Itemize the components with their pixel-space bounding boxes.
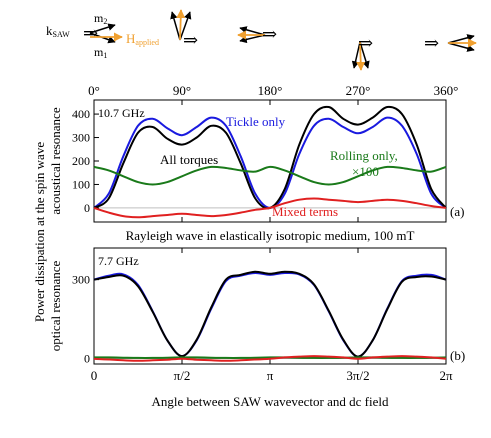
panel-a-series — [93, 105, 447, 219]
k-arrow-icon: ⇒ — [262, 24, 277, 44]
top-tick-label: 360° — [434, 83, 459, 98]
top-tick-label: 270° — [346, 83, 371, 98]
panel-a-axes: 0 100 200 300 400 0° 90° 180° 270° 360° — [72, 83, 458, 222]
series-tickle-only — [93, 271, 447, 358]
y-axis-title-line1: Power dissipation at the spin wave — [32, 142, 47, 322]
config-270-icon: ⇒ — [351, 33, 373, 71]
panel-a-subtitle: Rayleigh wave in elastically isotropic m… — [126, 228, 415, 243]
y-tick-label: 0 — [84, 201, 90, 215]
y-tick-label: 300 — [72, 273, 90, 287]
series-rolling-only — [93, 165, 447, 186]
annotation-all: All torques — [160, 152, 218, 167]
panel-b-axes: 0 300 0 π/2 π 3π/2 2π — [72, 248, 453, 383]
m1-arrow-icon — [447, 42, 475, 52]
top-tick-label: 0° — [88, 83, 100, 98]
series-mixed-terms — [93, 355, 447, 362]
config-180-icon: ⇒ — [237, 24, 277, 44]
annotation-mixed: Mixed terms — [272, 204, 338, 219]
x-tick-label: π/2 — [174, 368, 191, 383]
panel-b-label: (b) — [450, 348, 465, 363]
panel-b-frame — [93, 247, 447, 365]
field-arrow-icon — [176, 9, 186, 41]
x-axis-title: Angle between SAW wavevector and dc fiel… — [152, 394, 389, 409]
panel-a-frequency: 10.7 GHz — [98, 106, 145, 120]
m1-arrow-icon — [239, 34, 266, 44]
icon-strip: kSAW ⇒ m2 m1 Happlied ⇒ ⇒ ⇒ — [46, 9, 477, 71]
x-tick-label: 3π/2 — [346, 368, 369, 383]
m1-arrow-icon — [179, 11, 192, 41]
k-arrow-icon: ⇒ — [183, 30, 198, 50]
panel-b-frequency: 7.7 GHz — [98, 254, 139, 268]
panel-b-series — [93, 270, 447, 362]
config-360-icon: ⇒ — [424, 33, 477, 53]
panel-a-label: (a) — [450, 204, 464, 219]
y-tick-label: 300 — [72, 131, 90, 145]
y-axis-title-a: acoustical resonance — [48, 107, 63, 214]
top-tick-label: 180° — [258, 83, 283, 98]
h-label: Happlied — [126, 31, 159, 47]
m2-arrow-icon — [239, 26, 266, 36]
top-tick-label: 90° — [173, 83, 191, 98]
annotation-rolling-2: ×100 — [352, 164, 379, 179]
x-tick-label: π — [267, 368, 274, 383]
annotation-tickle: Tickle only — [226, 114, 286, 129]
m2-arrow-icon — [447, 34, 475, 44]
m2-arrow-icon — [170, 11, 181, 41]
labeled-config-icon: kSAW ⇒ m2 m1 Happlied — [46, 11, 159, 60]
m2-label: m2 — [94, 11, 107, 26]
k-arrow-icon: ⇒ — [358, 33, 373, 53]
x-tick-label: 0 — [91, 368, 98, 383]
y-tick-label: 100 — [72, 177, 90, 191]
config-90-icon: ⇒ — [170, 9, 198, 50]
k-label: kSAW — [46, 23, 70, 39]
m1-arrow-icon — [359, 41, 370, 69]
m2-arrow-icon — [89, 23, 116, 34]
m2-arrow-icon — [351, 41, 361, 69]
series-all-torques — [93, 270, 447, 358]
field-arrow-icon — [356, 41, 366, 71]
y-tick-label: 200 — [72, 154, 90, 168]
series-rolling-only — [94, 356, 447, 359]
panel-b: 0 300 0 π/2 π 3π/2 2π 7.7 GHz (b) Angle betwee… — [72, 247, 465, 409]
x-tick-label: 2π — [439, 368, 453, 383]
series-mixed-terms — [93, 197, 447, 219]
y-tick-label: 0 — [84, 352, 90, 366]
annotation-rolling-1: Rolling only, — [330, 148, 398, 163]
k-arrow-icon: ⇒ — [424, 33, 439, 53]
y-tick-label: 400 — [72, 107, 90, 121]
m1-label: m1 — [94, 45, 107, 60]
y-axis-title-b: optical resonance — [48, 260, 63, 351]
